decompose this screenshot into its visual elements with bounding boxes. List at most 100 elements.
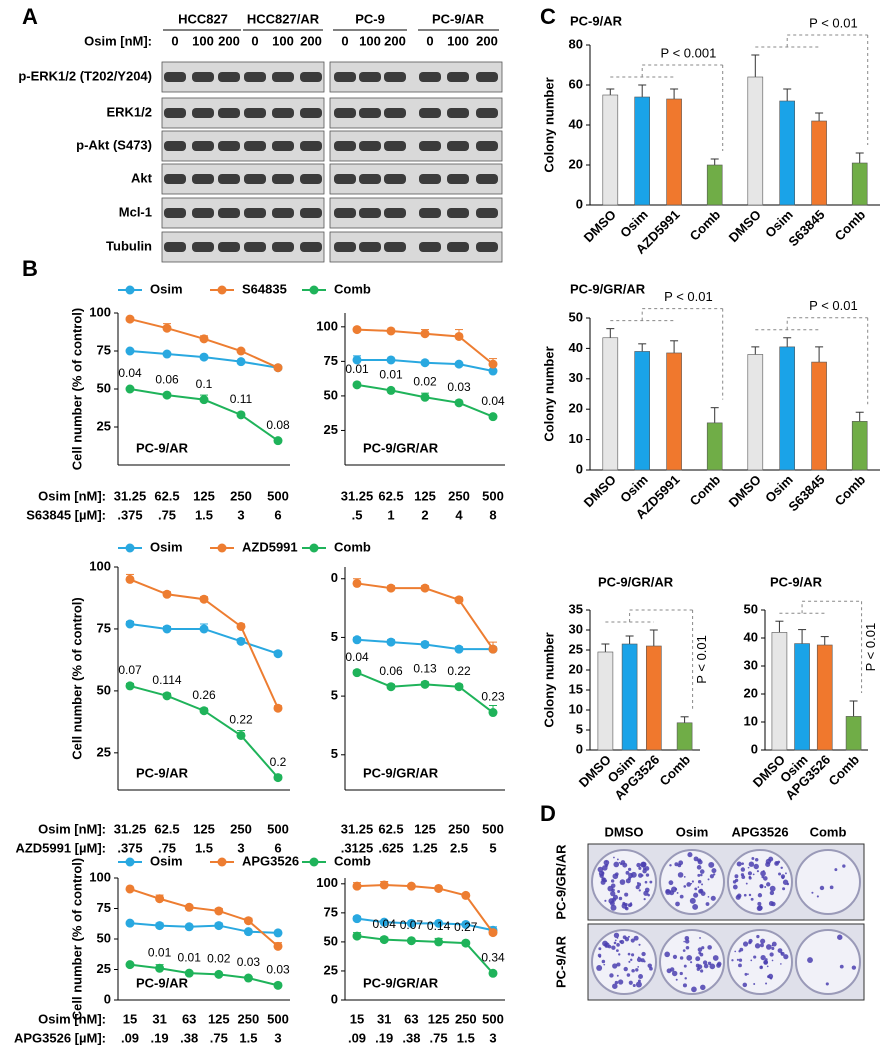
colony xyxy=(764,886,767,888)
blot-band xyxy=(384,141,406,151)
blot-band xyxy=(447,72,469,82)
ci-label: 0.01 xyxy=(379,368,403,382)
blot-band xyxy=(419,242,441,252)
blot-row-label: p-ERK1/2 (T202/Y204) xyxy=(18,68,152,83)
colony xyxy=(643,890,649,896)
marker xyxy=(273,941,283,951)
legend-marker xyxy=(217,857,227,867)
colony xyxy=(745,882,748,885)
colony xyxy=(604,899,607,902)
colony xyxy=(628,960,631,963)
colony xyxy=(701,946,705,950)
colony xyxy=(636,957,642,963)
y-tick-label: 50 xyxy=(744,601,758,616)
y-tick-label: 50 xyxy=(97,380,111,395)
colony xyxy=(669,864,672,867)
blot-band xyxy=(192,72,214,82)
legend-label: APG3526 xyxy=(242,853,299,868)
blot-frame xyxy=(161,97,325,129)
y-tick-label: 25 xyxy=(97,961,111,976)
x-tick-label: 250 xyxy=(230,488,252,503)
marker xyxy=(352,881,362,891)
colony xyxy=(766,944,772,950)
colony xyxy=(851,965,857,970)
x-row-label: Osim [nM]: xyxy=(38,821,106,836)
y-tick-label: 30 xyxy=(744,657,758,672)
y-tick-label: 25 xyxy=(97,418,111,433)
y-tick-label: 100 xyxy=(89,869,111,884)
marker xyxy=(488,644,498,654)
colony xyxy=(682,983,687,988)
x-tick-label: 125 xyxy=(414,488,436,503)
colony xyxy=(750,959,753,962)
marker xyxy=(199,624,209,634)
marker xyxy=(386,385,396,395)
colony xyxy=(691,986,697,993)
bar xyxy=(634,96,651,206)
colony xyxy=(636,862,641,868)
colony xyxy=(610,891,616,897)
marker xyxy=(125,314,135,324)
y-tick-label: 5 xyxy=(331,629,338,644)
colony xyxy=(603,859,610,866)
colony xyxy=(762,870,765,872)
colony xyxy=(622,862,628,868)
y-tick-label: 30 xyxy=(569,370,583,385)
y-tick-label: 0 xyxy=(576,196,583,211)
colony xyxy=(756,870,759,873)
x-tick-label: 125 xyxy=(208,1011,230,1026)
marker xyxy=(488,708,498,718)
inner-label: PC-9/GR/AR xyxy=(363,440,439,455)
colony xyxy=(703,963,709,969)
ci-label: 0.04 xyxy=(373,917,397,931)
marker xyxy=(155,894,165,904)
colony xyxy=(665,889,670,894)
blot-band xyxy=(419,208,441,218)
colony xyxy=(697,947,703,952)
x-tick-label: 125 xyxy=(414,821,436,836)
blot-band xyxy=(218,108,240,118)
ci-label: 0.14 xyxy=(427,919,451,933)
bar xyxy=(597,651,614,751)
blot-band xyxy=(300,108,322,118)
colony xyxy=(708,861,715,868)
y-tick-label: 25 xyxy=(569,641,583,656)
colony xyxy=(671,970,678,977)
x-tick-label: 250 xyxy=(230,821,252,836)
marker xyxy=(125,681,135,691)
marker xyxy=(243,973,253,983)
x-tick-label: 250 xyxy=(448,488,470,503)
x-tick-label: Comb xyxy=(687,472,724,509)
blot-band xyxy=(164,141,186,151)
colony xyxy=(753,955,757,959)
colony xyxy=(603,963,606,966)
marker xyxy=(488,412,498,422)
ci-label: 0.07 xyxy=(400,918,424,932)
colony xyxy=(618,861,621,864)
marker xyxy=(162,589,172,599)
colony xyxy=(600,879,606,885)
bar xyxy=(676,722,693,751)
blot-frame xyxy=(329,231,503,263)
marker xyxy=(352,325,362,335)
y-tick-label: 50 xyxy=(324,933,338,948)
colony xyxy=(638,889,641,892)
colony xyxy=(780,951,785,956)
x-tick-label: S63845 xyxy=(785,207,827,249)
colony xyxy=(627,935,630,938)
colony xyxy=(672,954,678,959)
colony xyxy=(707,896,710,898)
marker xyxy=(454,644,464,654)
bar xyxy=(602,337,619,471)
marker xyxy=(352,931,362,941)
colony xyxy=(686,955,693,961)
colony xyxy=(707,878,710,881)
colony xyxy=(716,961,722,967)
y-tick-label: 20 xyxy=(569,661,583,676)
plate-well xyxy=(727,849,793,915)
colony xyxy=(682,949,686,952)
ci-label: 0.01 xyxy=(178,950,202,964)
x-tick-label: 63 xyxy=(404,1011,418,1026)
y-tick-label: 50 xyxy=(324,387,338,402)
bar xyxy=(771,632,788,751)
